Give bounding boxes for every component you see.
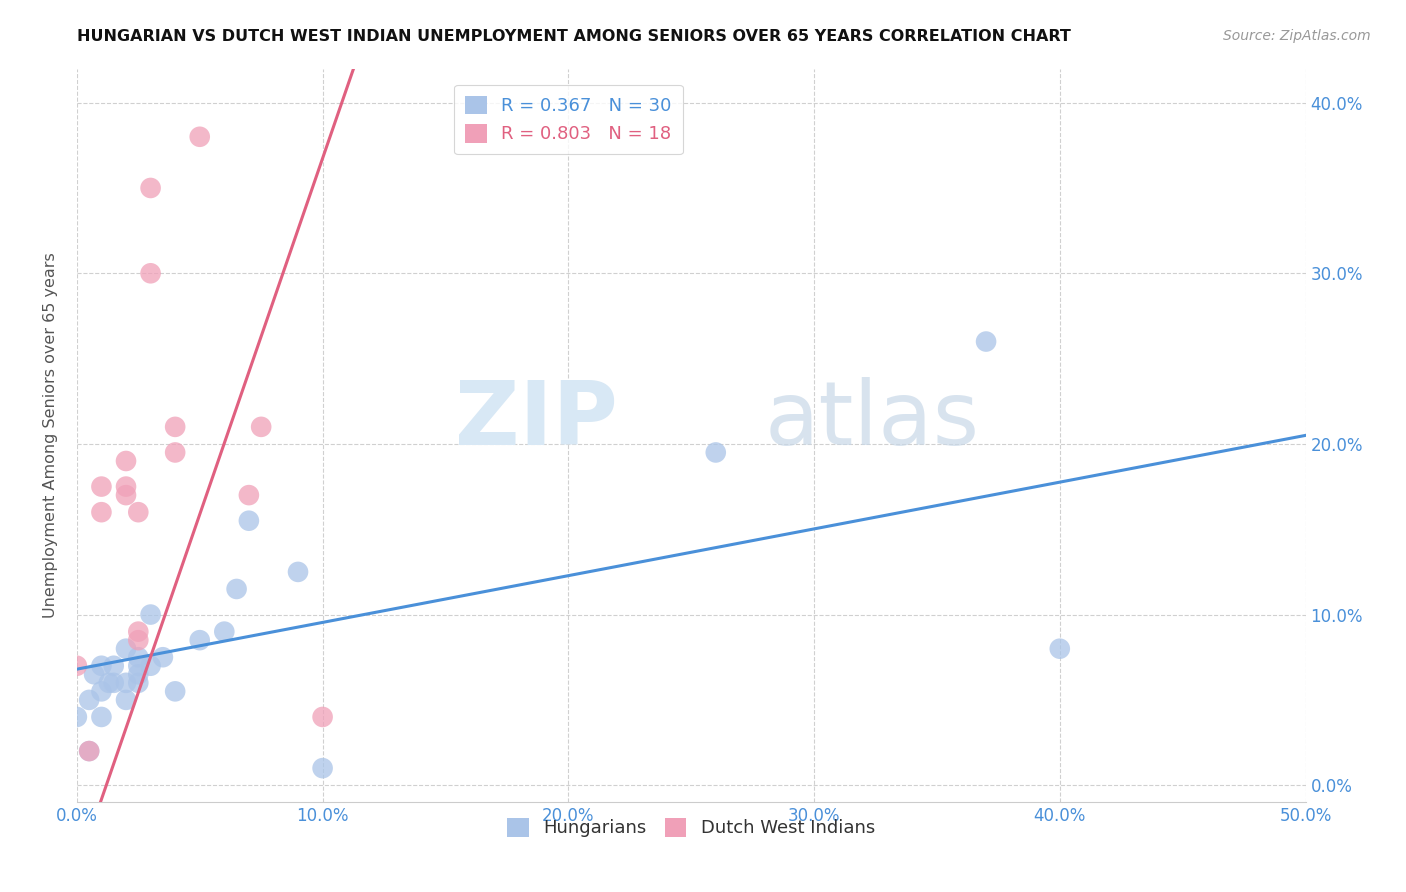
Point [66,658,89,673]
Point [165,684,187,698]
Text: atlas: atlas [765,377,980,464]
Point [225,582,247,596]
Point [103,675,125,690]
Point [115,693,138,707]
Point [139,266,162,280]
Point [127,624,149,639]
Point [127,505,149,519]
Point [152,650,174,665]
Point [1049,641,1071,656]
Point [165,420,187,434]
Point [115,454,138,468]
Point [127,650,149,665]
Point [66,710,89,724]
Point [115,641,138,656]
Point [250,420,273,434]
Point [90,480,112,494]
Point [974,334,997,349]
Point [238,514,260,528]
Point [214,624,236,639]
Point [90,710,112,724]
Y-axis label: Unemployment Among Seniors over 65 years: Unemployment Among Seniors over 65 years [44,252,58,618]
Point [139,607,162,622]
Legend: Hungarians, Dutch West Indians: Hungarians, Dutch West Indians [501,811,883,845]
Point [188,129,211,144]
Text: HUNGARIAN VS DUTCH WEST INDIAN UNEMPLOYMENT AMONG SENIORS OVER 65 YEARS CORRELAT: HUNGARIAN VS DUTCH WEST INDIAN UNEMPLOYM… [77,29,1071,44]
Point [139,181,162,195]
Point [90,658,112,673]
Point [127,675,149,690]
Point [165,445,187,459]
Point [127,658,149,673]
Point [704,445,727,459]
Point [127,667,149,681]
Point [90,684,112,698]
Point [83,667,105,681]
Point [115,488,138,502]
Point [127,633,149,648]
Point [115,675,138,690]
Point [77,744,100,758]
Point [90,505,112,519]
Point [188,633,211,648]
Point [311,710,333,724]
Point [287,565,309,579]
Point [238,488,260,502]
Text: ZIP: ZIP [454,377,617,464]
Point [115,480,138,494]
Point [103,658,125,673]
Text: Source: ZipAtlas.com: Source: ZipAtlas.com [1223,29,1371,43]
Point [77,744,100,758]
Point [139,658,162,673]
Point [311,761,333,775]
Point [77,693,100,707]
Point [97,675,120,690]
